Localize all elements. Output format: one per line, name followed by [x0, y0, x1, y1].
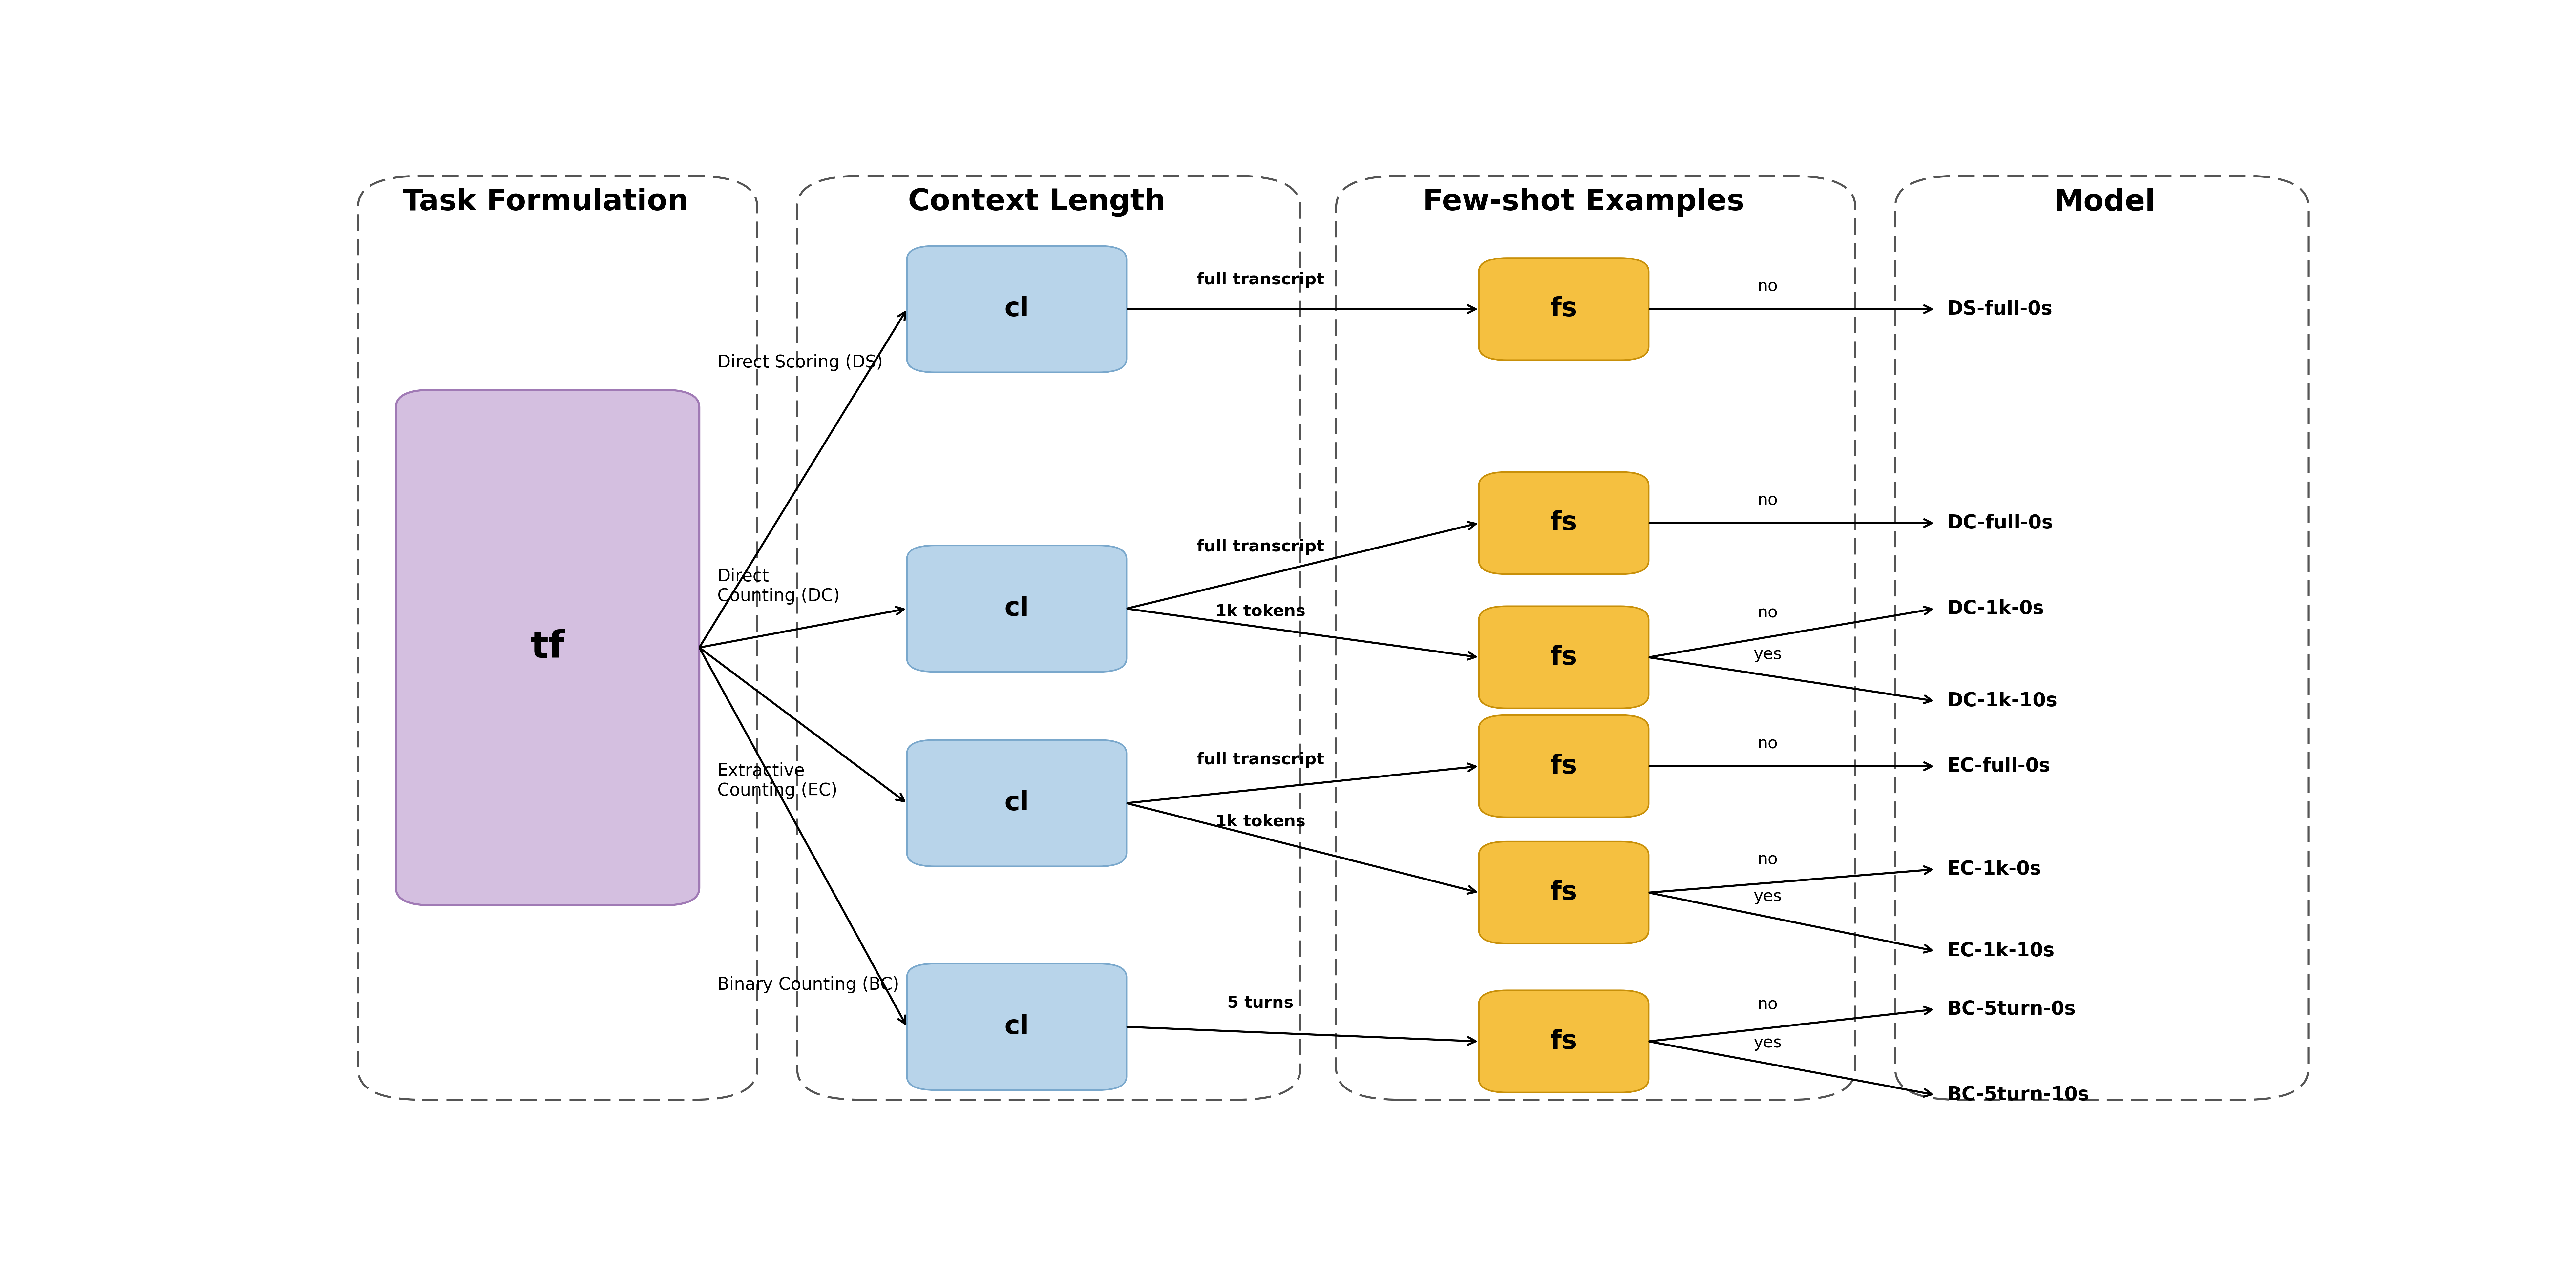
Text: no: no — [1757, 493, 1777, 509]
FancyBboxPatch shape — [1479, 715, 1649, 817]
Text: DC-full-0s: DC-full-0s — [1947, 514, 2053, 533]
Text: fs: fs — [1551, 754, 1577, 779]
Text: fs: fs — [1551, 880, 1577, 906]
Text: cl: cl — [1005, 596, 1030, 621]
Text: no: no — [1757, 851, 1777, 868]
Text: Direct Scoring (DS): Direct Scoring (DS) — [716, 354, 884, 371]
Text: fs: fs — [1551, 1028, 1577, 1055]
Text: cl: cl — [1005, 297, 1030, 322]
Text: DC-1k-10s: DC-1k-10s — [1947, 692, 2058, 710]
Text: 1k tokens: 1k tokens — [1216, 604, 1306, 619]
FancyBboxPatch shape — [907, 740, 1126, 866]
FancyBboxPatch shape — [1479, 841, 1649, 943]
Text: DS-full-0s: DS-full-0s — [1947, 299, 2053, 318]
Text: EC-1k-10s: EC-1k-10s — [1947, 942, 2056, 960]
FancyBboxPatch shape — [1479, 258, 1649, 360]
Text: Binary Counting (BC): Binary Counting (BC) — [716, 976, 899, 993]
Text: BC-5turn-10s: BC-5turn-10s — [1947, 1085, 2089, 1104]
Text: tf: tf — [531, 629, 564, 666]
Text: Few-shot Examples: Few-shot Examples — [1422, 188, 1744, 216]
Text: Direct
Counting (DC): Direct Counting (DC) — [716, 568, 840, 605]
Text: full transcript: full transcript — [1198, 751, 1324, 768]
Text: fs: fs — [1551, 297, 1577, 322]
Text: no: no — [1757, 605, 1777, 621]
Text: yes: yes — [1754, 1036, 1783, 1051]
Text: Extractive
Counting (EC): Extractive Counting (EC) — [716, 763, 837, 799]
Text: no: no — [1757, 279, 1777, 294]
FancyBboxPatch shape — [907, 964, 1126, 1090]
Text: Task Formulation: Task Formulation — [402, 188, 688, 216]
Text: Model: Model — [2053, 188, 2156, 216]
Text: Context Length: Context Length — [907, 188, 1164, 217]
FancyBboxPatch shape — [907, 246, 1126, 373]
Text: fs: fs — [1551, 644, 1577, 671]
Text: cl: cl — [1005, 1014, 1030, 1039]
Text: fs: fs — [1551, 510, 1577, 536]
Text: yes: yes — [1754, 889, 1783, 904]
FancyBboxPatch shape — [397, 390, 698, 906]
Text: EC-full-0s: EC-full-0s — [1947, 757, 2050, 775]
Text: 5 turns: 5 turns — [1226, 995, 1293, 1010]
Text: 1k tokens: 1k tokens — [1216, 813, 1306, 830]
Text: DC-1k-0s: DC-1k-0s — [1947, 599, 2045, 618]
Text: full transcript: full transcript — [1198, 539, 1324, 554]
Text: full transcript: full transcript — [1198, 272, 1324, 288]
Text: yes: yes — [1754, 647, 1783, 662]
Text: EC-1k-0s: EC-1k-0s — [1947, 860, 2040, 879]
FancyBboxPatch shape — [1479, 606, 1649, 709]
Text: no: no — [1757, 997, 1777, 1013]
FancyBboxPatch shape — [1479, 990, 1649, 1092]
FancyBboxPatch shape — [1479, 472, 1649, 575]
Text: cl: cl — [1005, 791, 1030, 816]
Text: BC-5turn-0s: BC-5turn-0s — [1947, 1000, 2076, 1019]
Text: no: no — [1757, 736, 1777, 751]
FancyBboxPatch shape — [907, 546, 1126, 672]
